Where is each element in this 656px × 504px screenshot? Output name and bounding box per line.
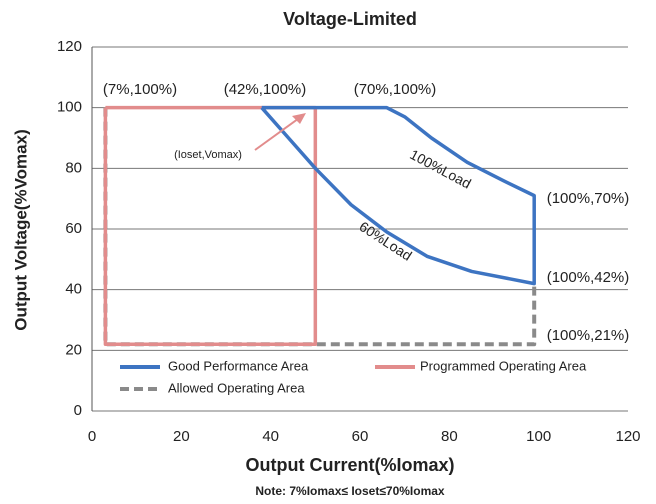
x-tick-label: 80 <box>441 428 458 445</box>
annotation: (100%,70%) <box>547 190 630 207</box>
annotation: (7%,100%) <box>103 81 177 98</box>
annotation: (Ioset,Vomax) <box>174 149 242 161</box>
legend-label: Allowed Operating Area <box>168 380 305 395</box>
legend-label: Good Performance Area <box>168 358 309 373</box>
y-tick-label: 40 <box>65 281 82 298</box>
series-line <box>260 105 536 286</box>
y-axis-label: Output Voltage(%Vomax) <box>11 129 30 331</box>
y-tick-label: 60 <box>65 220 82 237</box>
x-tick-label: 100 <box>526 428 551 445</box>
x-axis-label: Output Current(%Iomax) <box>246 455 455 475</box>
annotation: (100%,21%) <box>547 327 630 344</box>
y-tick-label: 20 <box>65 341 82 358</box>
x-tick-label: 120 <box>615 428 640 445</box>
series-line <box>103 107 537 347</box>
annotation-arrow <box>254 115 303 151</box>
annotation: 100%Load <box>407 146 474 192</box>
y-tick-label: 0 <box>74 402 82 419</box>
y-tick-label: 120 <box>57 38 82 55</box>
x-tick-label: 0 <box>88 428 96 445</box>
y-tick-label: 100 <box>57 99 82 116</box>
x-tick-label: 40 <box>262 428 279 445</box>
legend-label: Programmed Operating Area <box>420 358 587 373</box>
chart-title: Voltage-Limited <box>283 9 417 29</box>
x-tick-label: 60 <box>352 428 369 445</box>
annotation: 60%Load <box>357 218 415 264</box>
annotation: (70%,100%) <box>354 81 437 98</box>
series-line <box>103 105 318 347</box>
annotation: (42%,100%) <box>224 81 307 98</box>
annotation: (100%,42%) <box>547 269 630 286</box>
x-tick-label: 20 <box>173 428 190 445</box>
note: Note: 7%Iomax≤ Ioset≤70%Iomax <box>255 484 445 498</box>
y-tick-label: 80 <box>65 159 82 176</box>
arrow-head <box>292 113 306 124</box>
